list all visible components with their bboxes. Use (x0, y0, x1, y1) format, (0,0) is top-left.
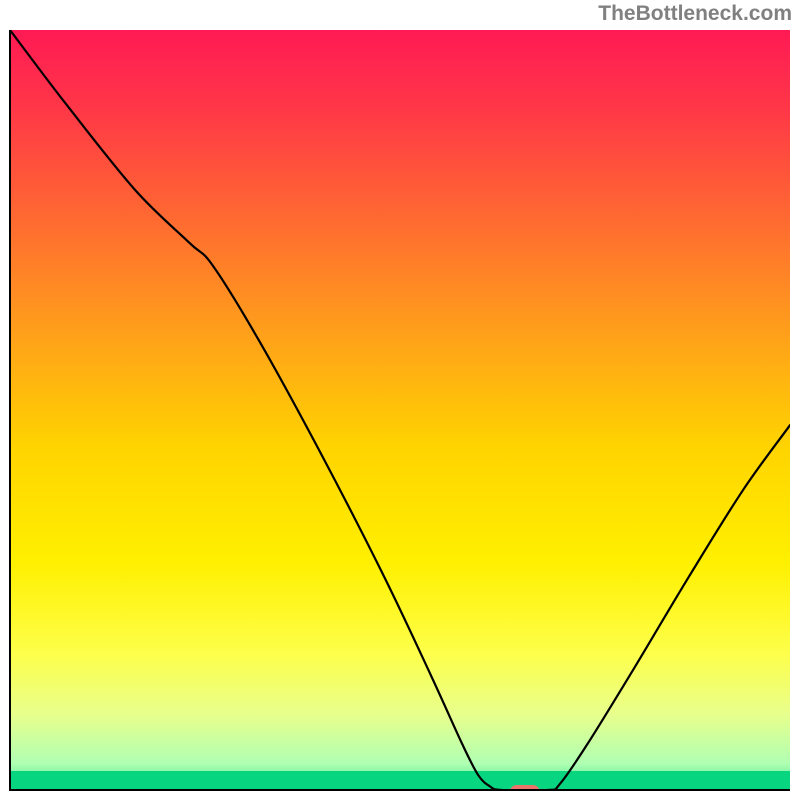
gradient-background (10, 30, 790, 790)
chart-container: TheBottleneck.com (0, 0, 800, 800)
chart-svg (0, 0, 800, 800)
optimal-marker (510, 785, 540, 799)
green-band (10, 771, 790, 790)
